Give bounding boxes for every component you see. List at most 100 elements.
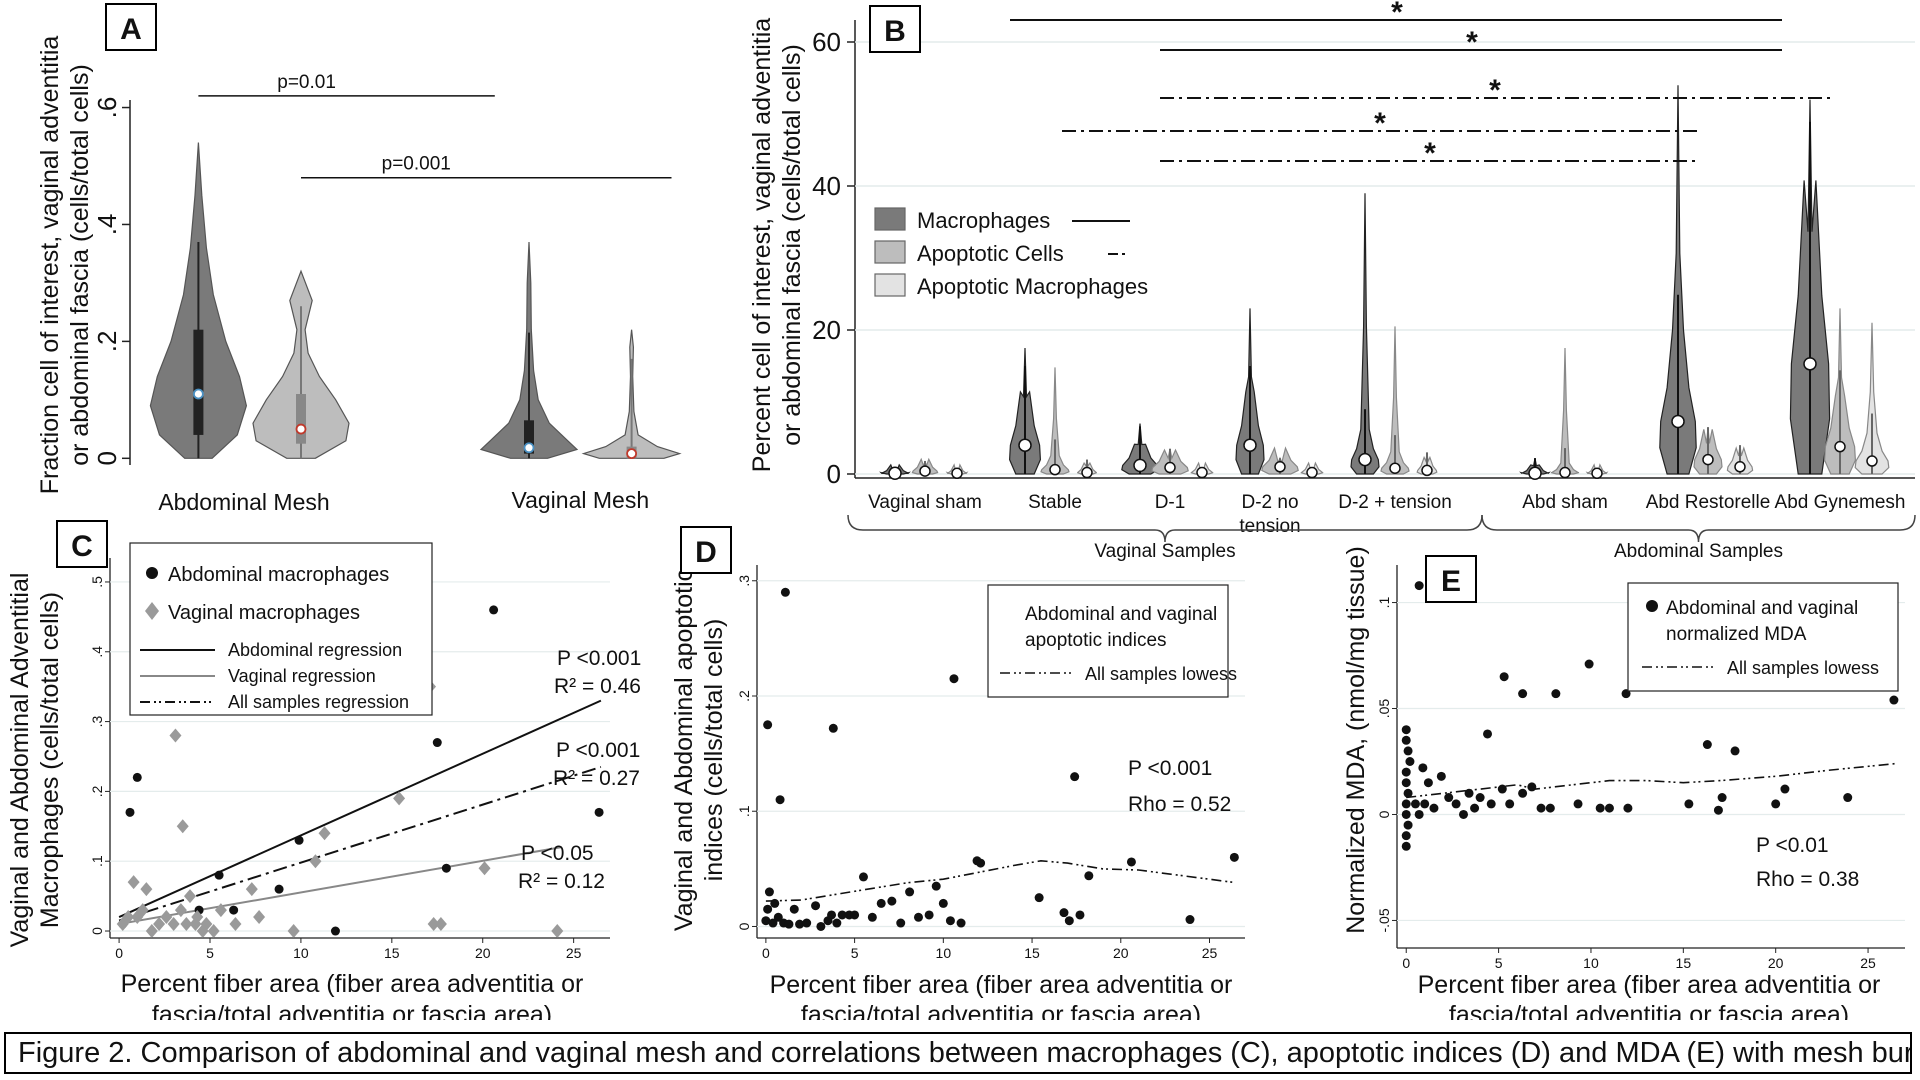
panel-a-x-label-vaginal: Vaginal Mesh (511, 487, 649, 513)
panel-d-point (832, 918, 842, 928)
panel-e-x-tick-label: 5 (1495, 955, 1503, 971)
panel-a-significance-label: p=0.01 (277, 72, 336, 93)
panel-d-legend-label-line1: Abdominal and vaginal (1025, 604, 1217, 625)
panel-e-point (1418, 763, 1428, 773)
panel-d-y-tick-label: 0 (736, 922, 752, 930)
panel-c-legend-label: Vaginal regression (228, 666, 376, 686)
panel-d-point (761, 916, 771, 926)
panel-b-median-marker (1834, 440, 1846, 453)
panel-c-legend-marker-vaginal (145, 602, 159, 620)
panel-e-point (1584, 659, 1594, 669)
panel-c-x-label-line1: Percent fiber area (fiber area adventiti… (121, 970, 584, 998)
panel-e-point (1717, 793, 1727, 803)
panel-d-y-label-line2: indices (cells/total cells) (700, 619, 728, 882)
panel-c-point (594, 807, 604, 817)
panel-e-point (1403, 820, 1413, 830)
panel-b-category-label: D-1 (1155, 492, 1186, 513)
panel-label-c: C (71, 530, 93, 563)
panel-b-median-marker (888, 466, 902, 481)
panel-e-stat-rho: Rho = 0.38 (1756, 868, 1859, 891)
panel-e-point (1604, 803, 1614, 813)
panel-b-group-vaginal-label: Vaginal Samples (1094, 541, 1235, 562)
panel-e-point (1403, 746, 1413, 756)
panel-label-d: D (695, 536, 717, 569)
panel-b-y-tick-label: 60 (812, 27, 841, 57)
panel-d-point (949, 674, 959, 684)
panel-e-y-tick-label: .05 (1376, 699, 1392, 719)
panel-e-point (1414, 809, 1424, 819)
panel-e-x-tick-label: 15 (1676, 955, 1692, 971)
panel-b-violin (1350, 193, 1380, 475)
panel-c-y-tick-label: .2 (89, 785, 105, 797)
panel-c-point-vaginal (229, 917, 242, 932)
panel-d-point (837, 910, 847, 920)
panel-c-point (214, 870, 224, 880)
panel-e-point (1595, 803, 1605, 813)
panel-b-median-marker (1274, 461, 1286, 473)
panel-a-significance-label: p=0.001 (382, 154, 451, 175)
panel-e-x-tick-label: 25 (1860, 955, 1876, 971)
panel-e-point (1499, 672, 1509, 682)
panel-d-point (816, 921, 826, 931)
panel-c-point-vaginal (551, 924, 564, 939)
panel-d-point (768, 918, 778, 928)
panel-d-x-label-line2: fascia/total adventitia or fascia area) (801, 1001, 1201, 1020)
panel-b-category-label: Abd Restorelle (1646, 492, 1771, 513)
panel-d-point (1034, 893, 1044, 903)
panel-b-y-label-line2: or abdominal fascia (cells/total cells) (778, 44, 806, 446)
panel-c-point-vaginal (245, 882, 258, 897)
panel-d-point (887, 896, 897, 906)
panel-c-point-vaginal (434, 917, 447, 932)
panel-e-point (1401, 778, 1411, 788)
panel-d-point (811, 901, 821, 911)
panel-e-x-tick-label: 0 (1402, 955, 1410, 971)
panel-e-legend-box (1627, 582, 1899, 692)
panel-c-point-vaginal (214, 903, 227, 918)
panel-c-point (274, 884, 284, 894)
panel-e-point (1451, 799, 1461, 809)
panel-c-point-vaginal (393, 791, 406, 806)
panel-e-point (1403, 788, 1413, 798)
panel-c-stat-r2: R² = 0.12 (518, 870, 605, 893)
panel-d-y-label-line1: Vaginal and Abdominal apoptotic (670, 569, 698, 931)
panel-e-point (1444, 793, 1454, 803)
panel-e-x-label-line1: Percent fiber area (fiber area adventiti… (1418, 971, 1881, 999)
panel-d-point (773, 912, 783, 922)
panel-d-legend-box (987, 584, 1229, 698)
panel-d-y-tick-label: .3 (736, 575, 752, 587)
panel-d-legend-label: All samples lowess (1085, 664, 1237, 684)
panel-e-point (1401, 831, 1411, 841)
panel-a-iqr-box (193, 329, 204, 435)
panel-b-legend-swatch (874, 207, 906, 231)
panel-e-lowess-line (1406, 762, 1896, 799)
panel-d-point (924, 910, 934, 920)
panel-a-y-tick-label: 0 (92, 451, 122, 465)
figure-caption: Figure 2. Comparison of abdominal and va… (4, 1032, 1912, 1074)
panel-c-point (441, 863, 451, 873)
panel-e-point (1545, 803, 1555, 813)
panel-d-point (764, 887, 774, 897)
panel-e-point (1405, 757, 1415, 766)
panel-c-point (330, 926, 340, 936)
panel-d-point (896, 918, 906, 928)
panel-b-legend-label: Macrophages (917, 208, 1050, 233)
panel-b-legend-label: Apoptotic Cells (917, 241, 1064, 266)
panel-c-point-vaginal (136, 903, 149, 918)
panel-d-point (945, 916, 955, 926)
panel-c-point-vaginal (145, 924, 158, 939)
panel-e-point (1475, 793, 1485, 803)
panel-c-x-tick-label: 10 (293, 945, 309, 961)
panel-b-median-marker (1243, 438, 1257, 452)
panel-e-point (1527, 782, 1537, 792)
panel-a-y-tick-label: .6 (92, 97, 122, 119)
panel-d-point (931, 881, 941, 891)
panel-b-violin (1550, 347, 1580, 475)
panel-b-significance-star: * (1466, 26, 1478, 59)
panel-label-box-d (680, 526, 732, 574)
panel-c-point-vaginal (309, 854, 322, 869)
panel-b-group-abdominal-label: Abdominal Samples (1614, 541, 1783, 562)
panel-b-median-marker (1528, 466, 1542, 481)
panel-b-median-marker (951, 467, 963, 480)
panel-a-x-label-abdominal: Abdominal Mesh (158, 489, 329, 515)
panel-c-stat-p: P <0.001 (557, 647, 641, 670)
